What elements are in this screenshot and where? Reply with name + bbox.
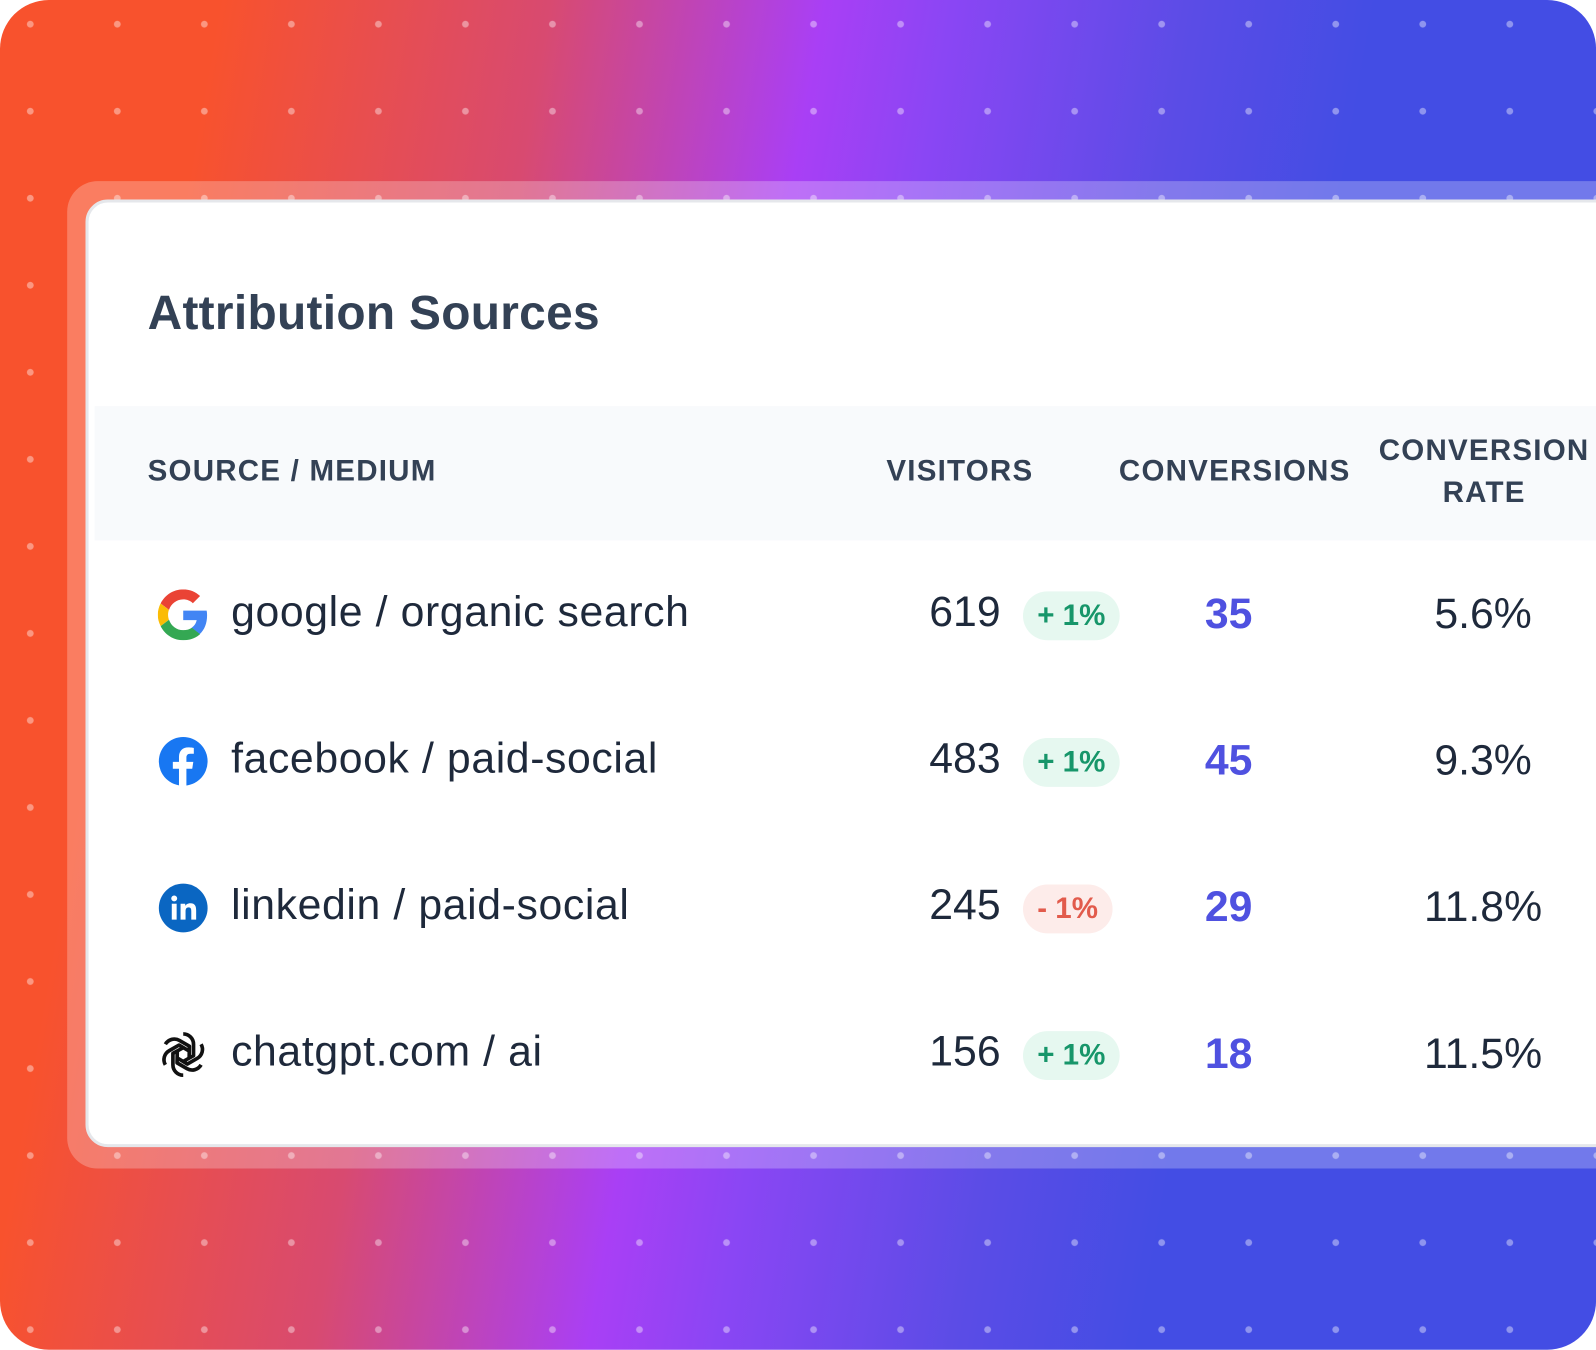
source-medium: linkedin / paid-social xyxy=(231,880,630,929)
conversion-rate-value: 11.5% xyxy=(1424,1029,1543,1077)
visitors-value: 245 xyxy=(929,880,1001,929)
table-header: SOURCE / MEDIUM VISITORS CONVERSIONS CON… xyxy=(94,406,1596,541)
header-conversions[interactable]: CONVERSIONS xyxy=(1118,455,1351,488)
attribution-card: Attribution Sources SOURCE / MEDIUM VISI… xyxy=(85,199,1596,1148)
header-visitors[interactable]: VISITORS xyxy=(886,455,1034,488)
source-medium: google / organic search xyxy=(231,587,690,636)
header-conversion-rate-line2: RATE xyxy=(1442,476,1526,509)
change-badge: + 1% xyxy=(1022,591,1120,641)
header-source-medium[interactable]: SOURCE / MEDIUM xyxy=(147,455,437,488)
chatgpt-icon xyxy=(162,1032,205,1077)
source-medium: chatgpt.com / ai xyxy=(231,1027,543,1075)
card-title: Attribution Sources xyxy=(147,285,600,339)
linkedin-icon xyxy=(158,883,208,933)
google-icon xyxy=(157,589,208,641)
conversions-value: 18 xyxy=(1204,1029,1253,1077)
conversion-rate-value: 9.3% xyxy=(1434,735,1532,784)
conversions-value: 45 xyxy=(1204,735,1253,784)
conversion-rate-value: 11.8% xyxy=(1424,882,1543,931)
header-conversion-rate[interactable]: CONVERSION RATE xyxy=(1377,431,1591,514)
facebook-icon xyxy=(158,737,208,787)
conversion-rate-value: 5.6% xyxy=(1434,589,1532,638)
conversions-value: 29 xyxy=(1204,882,1253,931)
visitors-value: 483 xyxy=(929,733,1001,782)
table-row[interactable]: linkedin / paid-social 245 - 1% 29 11.8% xyxy=(89,836,1596,983)
conversions-value: 35 xyxy=(1204,589,1253,638)
table-row[interactable]: chatgpt.com / ai 156 + 1% 18 11.5% xyxy=(89,982,1596,1129)
change-badge: - 1% xyxy=(1022,884,1113,934)
table-row[interactable]: facebook / paid-social 483 + 1% 45 9.3% xyxy=(89,689,1596,836)
source-medium: facebook / paid-social xyxy=(231,733,659,782)
table-row[interactable]: google / organic search 619 + 1% 35 5.6% xyxy=(89,543,1596,690)
header-conversion-rate-line1: CONVERSION xyxy=(1378,434,1590,468)
change-badge: + 1% xyxy=(1022,737,1120,787)
visitors-value: 619 xyxy=(929,587,1001,636)
change-badge: + 1% xyxy=(1022,1031,1120,1080)
visitors-value: 156 xyxy=(929,1027,1001,1075)
